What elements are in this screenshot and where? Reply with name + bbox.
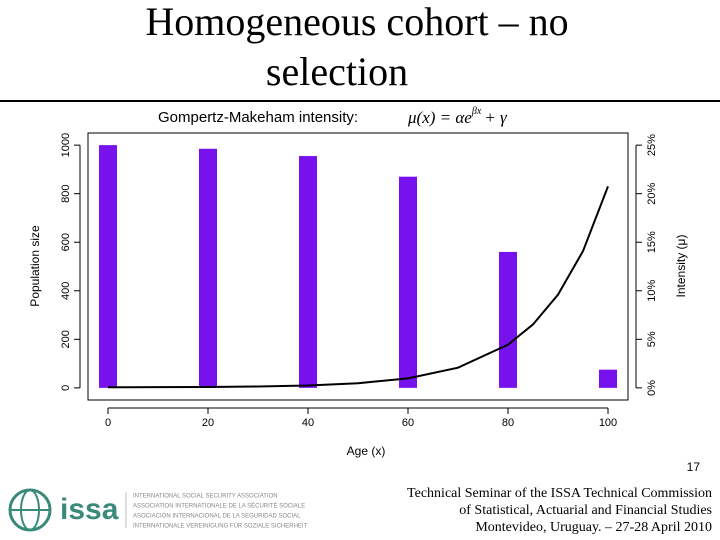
y-tick-label: 200	[60, 330, 72, 348]
x-tick-label: 20	[202, 417, 214, 429]
logo-text: issa	[60, 493, 119, 526]
intensity-line	[107, 186, 609, 389]
bar	[399, 176, 417, 388]
slide-title: selection	[266, 49, 408, 94]
y-tick-label: 800	[60, 185, 72, 203]
subtitle: Gompertz-Makeham intensity:	[158, 109, 358, 126]
x-axis-label: Age (x)	[347, 444, 386, 458]
x-tick-label: 40	[302, 417, 314, 429]
association-name: ASSOCIATION INTERNATIONALE DE LA SÉCURIT…	[133, 503, 305, 510]
x-tick-label: 60	[402, 417, 414, 429]
y-tick-label: 0	[60, 385, 72, 391]
y2-axis-label: Intensity (μ)	[674, 235, 688, 298]
y2-tick-label: 15%	[646, 231, 658, 253]
association-name: INTERNATIONALE VEREINIGUNG FÜR SOZIALE S…	[133, 523, 308, 530]
logo: issa INTERNATIONAL SOCIAL SECURITY ASSOC…	[8, 488, 308, 532]
bar	[499, 251, 517, 388]
bar	[299, 156, 317, 388]
y2-tick-label: 0%	[646, 380, 658, 396]
x-tick-label: 100	[599, 417, 617, 429]
footer-line: Technical Seminar of the ISSA Technical …	[407, 486, 712, 501]
y2-tick-label: 25%	[646, 134, 658, 156]
plot-frame	[87, 132, 629, 401]
bar	[99, 145, 117, 388]
y-axis-label: Population size	[28, 225, 42, 307]
association-name: ASOCIACIÓN INTERNACIONAL DE LA SEGURIDAD…	[133, 513, 301, 520]
slide-title: Homogeneous cohort – no	[145, 0, 568, 44]
y2-tick-label: 20%	[646, 182, 658, 204]
x-tick-label: 80	[502, 417, 514, 429]
bar	[599, 369, 617, 388]
y-tick-label: 400	[60, 282, 72, 300]
bar	[199, 148, 217, 388]
y2-tick-label: 10%	[646, 280, 658, 302]
association-name: INTERNATIONAL SOCIAL SECURITY ASSOCIATIO…	[133, 494, 278, 500]
footer-line: Montevideo, Uruguay. – 27-28 April 2010	[475, 520, 712, 535]
y-tick-label: 600	[60, 233, 72, 251]
y2-tick-label: 5%	[646, 331, 658, 347]
formula: μ(x) = αeβx + γ	[407, 106, 508, 127]
footer-line: of Statistical, Actuarial and Financial …	[459, 503, 712, 518]
page-number: 17	[687, 460, 701, 474]
x-tick-label: 0	[105, 417, 111, 429]
y-tick-label: 1000	[60, 133, 72, 157]
